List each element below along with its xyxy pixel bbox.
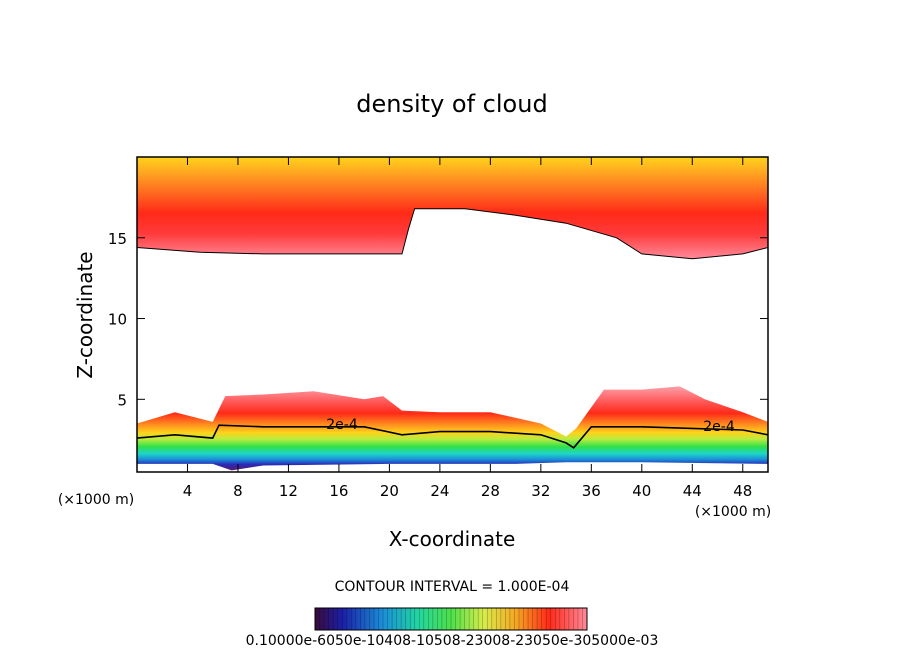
x-axis-label: X-coordinate xyxy=(389,527,516,551)
x-tick-label: 32 xyxy=(531,482,550,500)
colorbar-frame xyxy=(314,607,588,631)
colorbar xyxy=(314,607,588,631)
x-tick-label: 12 xyxy=(279,482,298,500)
contour-label-left: 2e-4 xyxy=(326,417,358,433)
x-tick-label: 16 xyxy=(329,482,348,500)
x-tick-label: 4 xyxy=(183,482,193,500)
upper-cloud-edge-contour xyxy=(137,208,768,260)
x-tick-label: 40 xyxy=(632,482,651,500)
colorbar-labels: 0.10000e-6050e-10408-10508-23008-23050e-… xyxy=(246,633,659,649)
y-axis-label: Z-coordinate xyxy=(73,251,97,378)
x-tick-label: 8 xyxy=(233,482,243,500)
y-tick-label: 5 xyxy=(117,391,127,409)
upper-cloud-layer xyxy=(137,157,768,259)
y-axis-ticks: 5 10 15 xyxy=(108,230,768,409)
y-tick-label: 10 xyxy=(108,311,127,329)
x-unit-left: (×1000 m) xyxy=(58,492,134,508)
x-axis-ticks: 4 8 12 16 20 24 28 32 36 40 44 48 xyxy=(183,157,752,500)
plot-area xyxy=(137,157,768,471)
x-tick-label: 48 xyxy=(733,482,752,500)
colorbar-gradient xyxy=(315,608,587,630)
contour-label-right: 2e-4 xyxy=(703,419,735,435)
contour-line-2e-4 xyxy=(137,424,768,449)
contour-interval-text: CONTOUR INTERVAL = 1.000E-04 xyxy=(335,579,570,595)
x-tick-label: 28 xyxy=(481,482,500,500)
chart-title: density of cloud xyxy=(356,90,547,118)
plot-frame xyxy=(136,156,769,473)
lower-cloud-layer xyxy=(137,386,768,471)
y-tick-label: 15 xyxy=(108,230,127,248)
x-unit-right: (×1000 m) xyxy=(695,504,771,520)
x-tick-label: 44 xyxy=(683,482,702,500)
x-tick-label: 24 xyxy=(430,482,449,500)
contour-labels: 2e-4 2e-4 xyxy=(326,417,735,435)
x-tick-label: 20 xyxy=(380,482,399,500)
x-tick-label: 36 xyxy=(582,482,601,500)
